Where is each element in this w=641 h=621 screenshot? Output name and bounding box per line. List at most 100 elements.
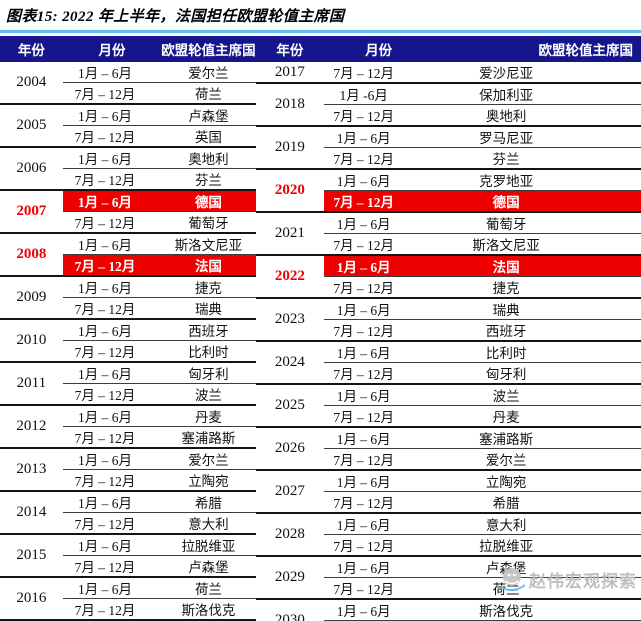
month-cell: 7月 – 12月 [324,104,434,126]
country-cell: 斯洛文尼亚 [161,232,256,255]
table-row: 2015 1月 – 6月 拉脱维亚 [0,533,256,577]
month-cell: 1月 – 6月 [62,275,162,298]
table-row: 7月 – 12月 希腊 [256,491,641,513]
year-cell: 2009 [0,275,63,319]
country-cell: 奥地利 [433,104,641,126]
country-cell: 塞浦路斯 [161,426,256,448]
table-row: 7月 – 12月 英国 [0,125,256,147]
month-cell: 7月 – 12月 [62,125,162,147]
year-cell: 2019 [255,125,325,169]
country-cell: 瑞典 [161,297,256,319]
year-cell: 2017 [274,63,305,80]
table-row: 7月 – 12月 奥地利 [256,104,641,126]
month-cell: 7月 – 12月 [324,491,434,513]
country-cell: 法国 [161,254,256,276]
year-cell: 2014 [0,490,63,534]
country-cell: 爱尔兰 [433,448,641,470]
country-cell: 卢森堡 [433,555,641,578]
year-cell: 2021 [255,211,325,255]
country-cell: 卢森堡 [161,103,256,126]
table-row: 7月 – 12月 意大利 [0,512,256,534]
country-cell: 比利时 [433,340,641,363]
table-row: 7月 – 12月 拉脱维亚 [256,534,641,556]
country-cell: 波兰 [433,383,641,406]
month-cell: 1月 – 6月 [62,576,162,599]
country-cell: 卢森堡 [161,555,256,577]
country-cell: 比利时 [161,340,256,362]
month-cell: 1月 – 6月 [62,490,162,513]
country-cell: 克罗地亚 [433,168,641,191]
figure-title: 图表15: 2022 年上半年，法国担任欧盟轮值主席国 [6,9,345,25]
year-cell: 2007 [0,189,63,233]
table-row: 2011 1月 – 6月 匈牙利 [0,361,256,405]
month-cell: 1月 – 6月 [62,318,162,341]
year-cell: 2026 [255,426,325,470]
month-cell: 1月 – 6月 [77,66,132,81]
country-cell: 波兰 [161,383,256,405]
table-left-half: 年份 月份 欧盟轮值主席国 2004 1月 – 6月 爱尔兰 7月 – 12月 荷兰 20… [0,36,256,621]
month-cell: 1月 – 6月 [324,598,434,621]
month-cell: 1月 – 6月 [62,232,162,255]
month-cell: 7月 – 12月 [324,147,434,169]
tbody-right: 2017 7月 – 12月 爱沙尼亚 2018 1月 -6月 保加利亚 7月 – 12月 奥地… [255,62,641,621]
month-cell: 7月 – 12月 [62,168,162,190]
table-row: 2007 1月 – 6月 德国 [0,189,256,233]
month-cell: 7月 – 12月 [324,534,434,556]
country-cell: 荷兰 [161,576,256,599]
country-cell: 保加利亚 [433,82,641,105]
year-cell: 2004 [16,74,47,90]
year-cell: 2028 [255,512,325,556]
table-row: 7月 – 12月 西班牙 [256,319,641,341]
country-cell: 瑞典 [433,297,641,320]
month-cell: 1月 – 6月 [62,189,162,212]
year-cell: 2005 [0,103,63,147]
month-cell: 1月 -6月 [324,82,434,105]
table-row: 2027 1月 – 6月 立陶宛 [255,469,641,513]
header-row: 年份 月份 欧盟轮值主席国 [255,36,641,62]
month-cell: 7月 – 12月 [62,297,162,319]
country-cell: 希腊 [161,490,256,513]
table-row: 2018 1月 -6月 保加利亚 [255,82,641,126]
country-cell: 奥地利 [161,146,256,169]
table-row: 2024 1月 – 6月 比利时 [255,340,641,384]
year-cell: 2015 [0,533,63,577]
header-row: 年份 月份 欧盟轮值主席国 [0,36,256,62]
country-cell: 塞浦路斯 [433,426,641,449]
year-cell: 2011 [0,361,63,405]
year-cell: 2012 [0,404,63,448]
month-cell: 7月 – 12月 [324,577,434,599]
table-row: 2025 1月 – 6月 波兰 [255,383,641,427]
country-cell: 立陶宛 [433,469,641,492]
presidency-table: 年份 月份 欧盟轮值主席国 2004 1月 – 6月 爱尔兰 7月 – 12月 荷兰 20… [0,36,641,621]
table-row: 2005 1月 – 6月 卢森堡 [0,103,256,147]
table-row: 7月 – 12月 丹麦 [256,405,641,427]
country-cell: 捷克 [161,275,256,298]
top-divider [0,30,641,33]
month-cell: 1月 – 6月 [324,340,434,363]
month-cell: 1月 – 6月 [324,168,434,191]
table-row: 7月 – 12月 匈牙利 [256,362,641,384]
country-cell: 法国 [433,254,641,277]
table-row: 2019 1月 – 6月 罗马尼亚 [255,125,641,169]
country-cell: 荷兰 [161,82,256,104]
table-row: 7月 – 12月 波兰 [0,383,256,405]
table-row: 2010 1月 – 6月 西班牙 [0,318,256,362]
tbody-left: 2004 1月 – 6月 爱尔兰 7月 – 12月 荷兰 2005 1月 – 6月 卢森堡 7月… [0,62,256,621]
month-cell: 7月 – 12月 [324,276,434,298]
month-cell: 1月 – 6月 [324,469,434,492]
table-row: 7月 – 12月 德国 [256,190,641,212]
header-year: 年份 [255,36,325,62]
month-cell: 1月 – 6月 [62,404,162,427]
table-row: 7月 – 12月 斯洛文尼亚 [256,233,641,255]
table-right-half: 年份 月份 欧盟轮值主席国 2017 7月 – 12月 爱沙尼亚 2018 1月 -6月… [255,36,641,621]
table-row: 2016 1月 – 6月 荷兰 [0,576,256,620]
table-row: 2008 1月 – 6月 斯洛文尼亚 [0,232,256,276]
year-cell: 2025 [255,383,325,427]
month-cell: 7月 – 12月 [62,555,162,577]
country-cell: 西班牙 [161,318,256,341]
table-row: 2013 1月 – 6月 爱尔兰 [0,447,256,491]
year-cell: 2010 [0,318,63,362]
year-cell: 2023 [255,297,325,341]
year-cell: 2006 [0,146,63,190]
table-row: 2009 1月 – 6月 捷克 [0,275,256,319]
